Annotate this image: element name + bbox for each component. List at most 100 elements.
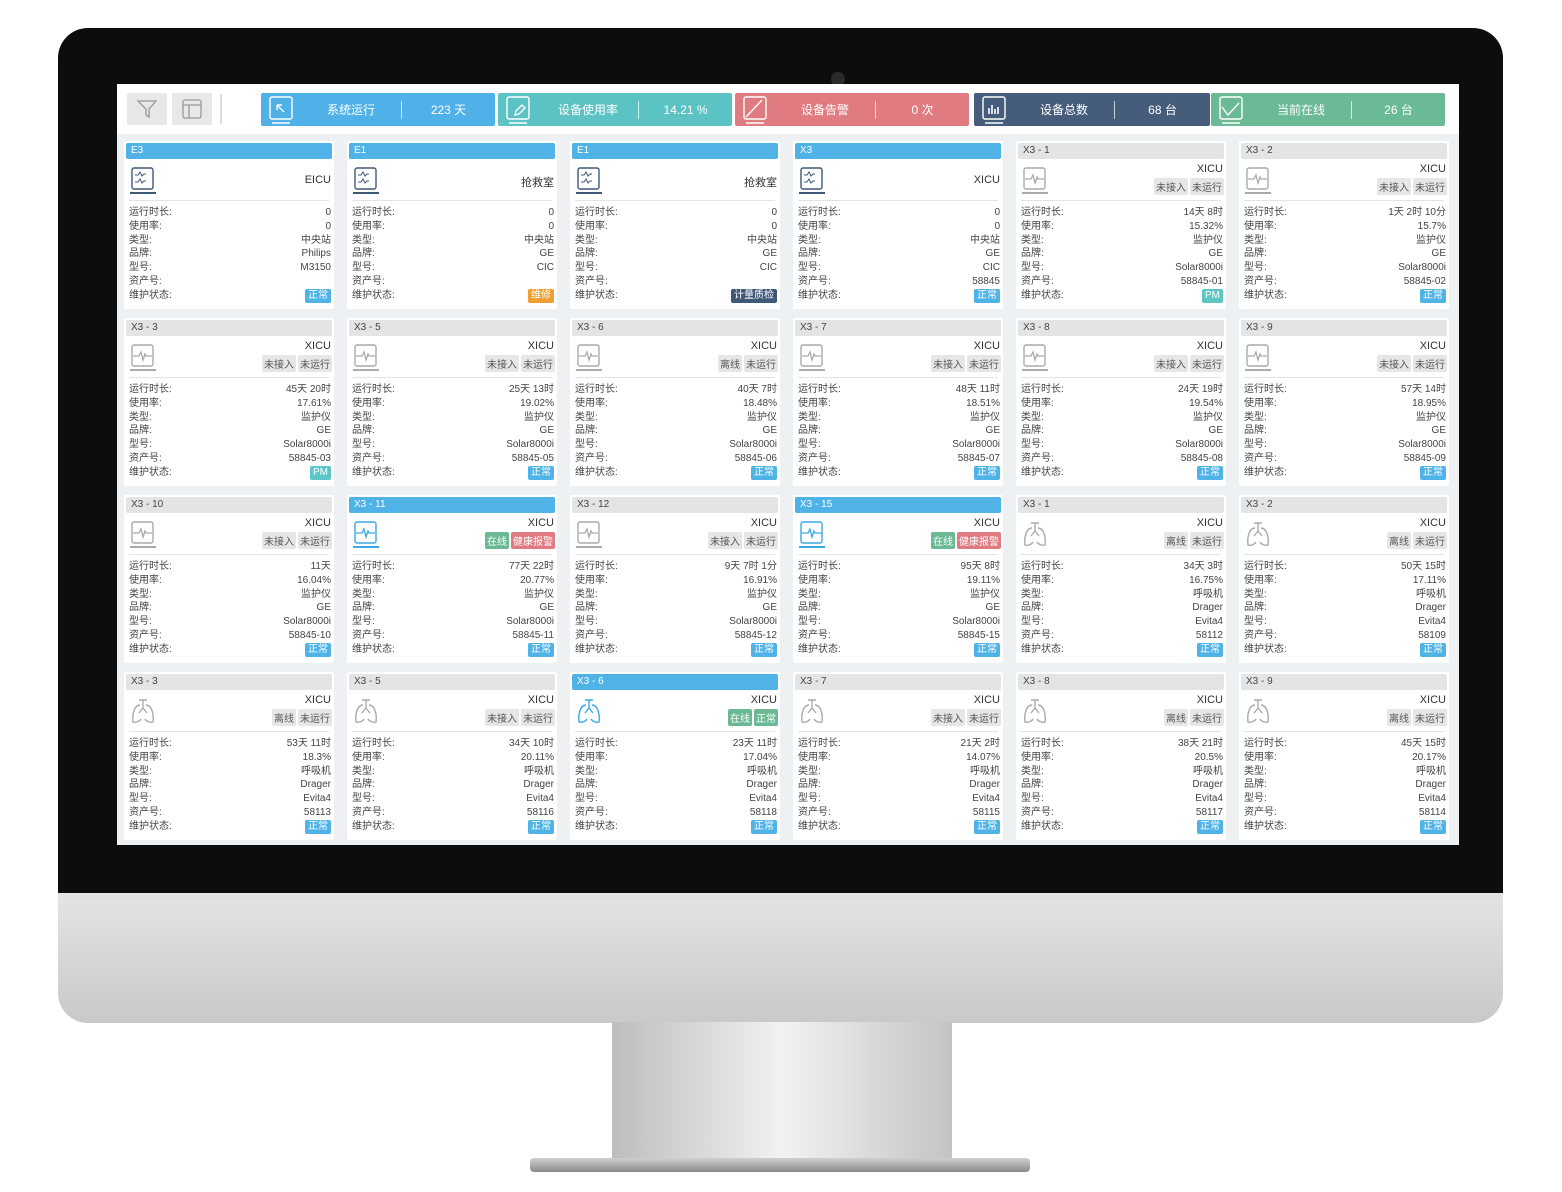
info-row-brand: 品牌: GE bbox=[352, 424, 554, 438]
device-card[interactable]: X3 - 6 XICU 在线 正常 运行时长: 23天 11时 使用率: 17.04% 类… bbox=[570, 672, 780, 840]
info-value-runtime: 14天 8时 bbox=[1183, 207, 1223, 218]
info-row-brand: 品牌: Drager bbox=[1244, 601, 1446, 615]
info-row-brand: 品牌: Drager bbox=[352, 778, 554, 792]
device-card[interactable]: X3 - 1 XICU 未接入 未运行 运行时长: 14天 8时 使用率: 15.32%… bbox=[1016, 141, 1226, 309]
info-label: 类型: bbox=[798, 765, 821, 777]
device-card[interactable]: X3 - 9 XICU 离线 未运行 运行时长: 45天 15时 使用率: 20.17%… bbox=[1239, 672, 1449, 840]
layout-button[interactable] bbox=[172, 93, 212, 125]
stat-card-0[interactable]: 系统运行 223 天 bbox=[261, 93, 495, 126]
info-value-usage: 18.51% bbox=[966, 397, 1000, 409]
device-card[interactable]: X3 - 1 XICU 离线 未运行 运行时长: 34天 3时 使用率: 16.75% 类… bbox=[1016, 495, 1226, 663]
device-card[interactable]: X3 - 6 XICU 离线 未运行 运行时长: 40天 7时 使用率: 18.48% 类… bbox=[570, 318, 780, 486]
info-row-status: 维护状态: 正常 bbox=[575, 819, 777, 834]
info-value-model: Solar8000i bbox=[283, 616, 331, 628]
info-value-type: 监护仪 bbox=[524, 411, 554, 423]
info-value-asset: 58845-01 bbox=[1180, 275, 1223, 287]
info-label: 品牌: bbox=[1244, 779, 1267, 791]
info-value-asset: 58845-15 bbox=[957, 629, 1000, 641]
device-location: XICU bbox=[1196, 340, 1223, 352]
camera-icon bbox=[831, 72, 845, 86]
info-label: 型号: bbox=[575, 616, 598, 628]
info-value-usage: 17.04% bbox=[743, 751, 777, 763]
stat-card-2[interactable]: 设备告警 0 次 bbox=[735, 93, 969, 126]
device-card[interactable]: X3 - 3 XICU 未接入 未运行 运行时长: 45天 20时 使用率: 17.61… bbox=[124, 318, 334, 486]
info-label: 资产号: bbox=[798, 629, 831, 641]
device-card[interactable]: X3 - 7 XICU 未接入 未运行 运行时长: 21天 2时 使用率: 14.07%… bbox=[793, 672, 1003, 840]
card-divider bbox=[1244, 377, 1444, 378]
device-card[interactable]: X3 - 2 XICU 未接入 未运行 运行时长: 1天 2时 10分 使用率: 15.… bbox=[1239, 141, 1449, 309]
filter-icon bbox=[136, 100, 158, 119]
device-card[interactable]: X3 - 9 XICU 未接入 未运行 运行时长: 57天 14时 使用率: 18.95… bbox=[1239, 318, 1449, 486]
device-state-tag: 未接入 bbox=[485, 709, 519, 726]
stat-value: 223 天 bbox=[430, 103, 467, 117]
device-state-tag: 未接入 bbox=[931, 355, 965, 372]
maintenance-status-badge: 正常 bbox=[974, 819, 1000, 834]
info-label: 运行时长: bbox=[1021, 738, 1064, 749]
info-row-brand: 品牌: GE bbox=[352, 601, 554, 615]
info-value-runtime: 45天 15时 bbox=[1400, 738, 1446, 749]
device-card[interactable]: X3 - 7 XICU 未接入 未运行 运行时长: 48天 11时 使用率: 18.51… bbox=[793, 318, 1003, 486]
maintenance-status-badge: 正常 bbox=[1420, 642, 1446, 657]
info-row-status: 维护状态: 正常 bbox=[1244, 642, 1446, 657]
stat-label: 设备总数 bbox=[1039, 103, 1088, 117]
device-card[interactable]: X3 - 12 XICU 未接入 未运行 运行时长: 9天 7时 1分 使用率: 16.… bbox=[570, 495, 780, 663]
maintenance-status-badge: 正常 bbox=[1420, 288, 1446, 303]
info-row-usage: 使用率: 19.54% bbox=[1021, 397, 1223, 411]
info-label: 型号: bbox=[798, 439, 821, 451]
stat-card-3[interactable]: 设备总数 68 台 bbox=[974, 93, 1210, 126]
device-state-tag: 未接入 bbox=[262, 355, 296, 372]
info-label: 运行时长: bbox=[1021, 384, 1064, 395]
info-label: 品牌: bbox=[1021, 602, 1044, 614]
device-card[interactable]: E3 EICU 运行时长: 0 使用率: 0 类型: 中央站 品牌: Philips 型号: M3… bbox=[124, 141, 334, 309]
device-card[interactable]: X3 - 3 XICU 离线 未运行 运行时长: 53天 11时 使用率: 18.3% 类… bbox=[124, 672, 334, 840]
device-card[interactable]: E1 抢救室 运行时长: 0 使用率: 0 类型: 中央站 品牌: GE 型号: CIC 资产号: 维… bbox=[570, 141, 780, 309]
stat-card-1[interactable]: 设备使用率 14.21 % bbox=[498, 93, 732, 126]
device-state-tag: 未运行 bbox=[1190, 178, 1224, 195]
device-card-title: X3 - 3 bbox=[126, 320, 332, 336]
info-label: 使用率: bbox=[129, 220, 162, 232]
maintenance-status-badge: 维修 bbox=[528, 288, 554, 303]
device-card[interactable]: X3 - 11 XICU 在线 健康报警 运行时长: 77天 22时 使用率: 20.7… bbox=[347, 495, 557, 663]
info-row-type: 类型: 监护仪 bbox=[129, 411, 331, 425]
info-row-runtime: 运行时长: 53天 11时 bbox=[129, 737, 331, 751]
device-card[interactable]: X3 - 10 XICU 未接入 未运行 运行时长: 11天 使用率: 16.04% 类型… bbox=[124, 495, 334, 663]
device-state-tag: 未运行 bbox=[298, 532, 332, 549]
device-card[interactable]: E1 抢救室 运行时长: 0 使用率: 0 类型: 中央站 品牌: GE 型号: CIC 资产号: 维… bbox=[347, 141, 557, 309]
card-divider bbox=[575, 200, 775, 201]
info-value-brand: Drager bbox=[1415, 779, 1446, 791]
info-value-type: 呼吸机 bbox=[1416, 765, 1446, 777]
device-state-tag: 健康报警 bbox=[957, 532, 1001, 549]
info-row-model: 型号: Solar8000i bbox=[352, 438, 554, 452]
device-card[interactable]: X3 - 5 XICU 未接入 未运行 运行时长: 25天 13时 使用率: 19.02… bbox=[347, 318, 557, 486]
device-state-tags: 未接入 未运行 bbox=[262, 355, 332, 372]
patient-monitor-icon bbox=[1245, 344, 1271, 371]
info-row-runtime: 运行时长: 0 bbox=[129, 206, 331, 220]
device-card[interactable]: X3 XICU 运行时长: 0 使用率: 0 类型: 中央站 品牌: GE 型号: CIC 资产号:… bbox=[793, 141, 1003, 309]
device-card[interactable]: X3 - 8 XICU 未接入 未运行 运行时长: 24天 19时 使用率: 19.54… bbox=[1016, 318, 1226, 486]
device-card[interactable]: X3 - 2 XICU 离线 未运行 运行时长: 50天 15时 使用率: 17.11%… bbox=[1239, 495, 1449, 663]
info-row-model: 型号: Solar8000i bbox=[575, 438, 777, 452]
device-location: XICU bbox=[750, 517, 777, 529]
device-card[interactable]: X3 - 8 XICU 离线 未运行 运行时长: 38天 21时 使用率: 20.5% 类… bbox=[1016, 672, 1226, 840]
device-icon bbox=[799, 167, 825, 195]
device-state-tags: 在线 健康报警 bbox=[485, 532, 555, 549]
info-row-brand: 品牌: GE bbox=[1244, 247, 1446, 261]
device-card[interactable]: X3 - 15 XICU 在线 健康报警 运行时长: 95天 8时 使用率: 19.11… bbox=[793, 495, 1003, 663]
info-row-model: 型号: M3150 bbox=[129, 261, 331, 275]
info-label: 类型: bbox=[1021, 588, 1044, 600]
info-label: 品牌: bbox=[798, 602, 821, 614]
filter-button[interactable] bbox=[127, 93, 167, 125]
device-card-title: X3 - 11 bbox=[349, 497, 555, 513]
device-state-tag: 离线 bbox=[1387, 532, 1411, 549]
device-state-tag: 未接入 bbox=[1154, 178, 1188, 195]
info-row-runtime: 运行时长: 0 bbox=[575, 206, 777, 220]
info-label: 类型: bbox=[575, 765, 598, 777]
info-value-brand: GE bbox=[1208, 248, 1223, 260]
info-value-asset: 58845-05 bbox=[511, 452, 554, 464]
device-card[interactable]: X3 - 5 XICU 未接入 未运行 运行时长: 34天 10时 使用率: 20.11… bbox=[347, 672, 557, 840]
info-row-model: 型号: Evita4 bbox=[1021, 615, 1223, 629]
info-label: 型号: bbox=[129, 439, 152, 451]
info-row-status: 维护状态: 正常 bbox=[129, 642, 331, 657]
info-row-brand: 品牌: GE bbox=[575, 424, 777, 438]
stat-card-4[interactable]: 当前在线 26 台 bbox=[1211, 93, 1445, 126]
